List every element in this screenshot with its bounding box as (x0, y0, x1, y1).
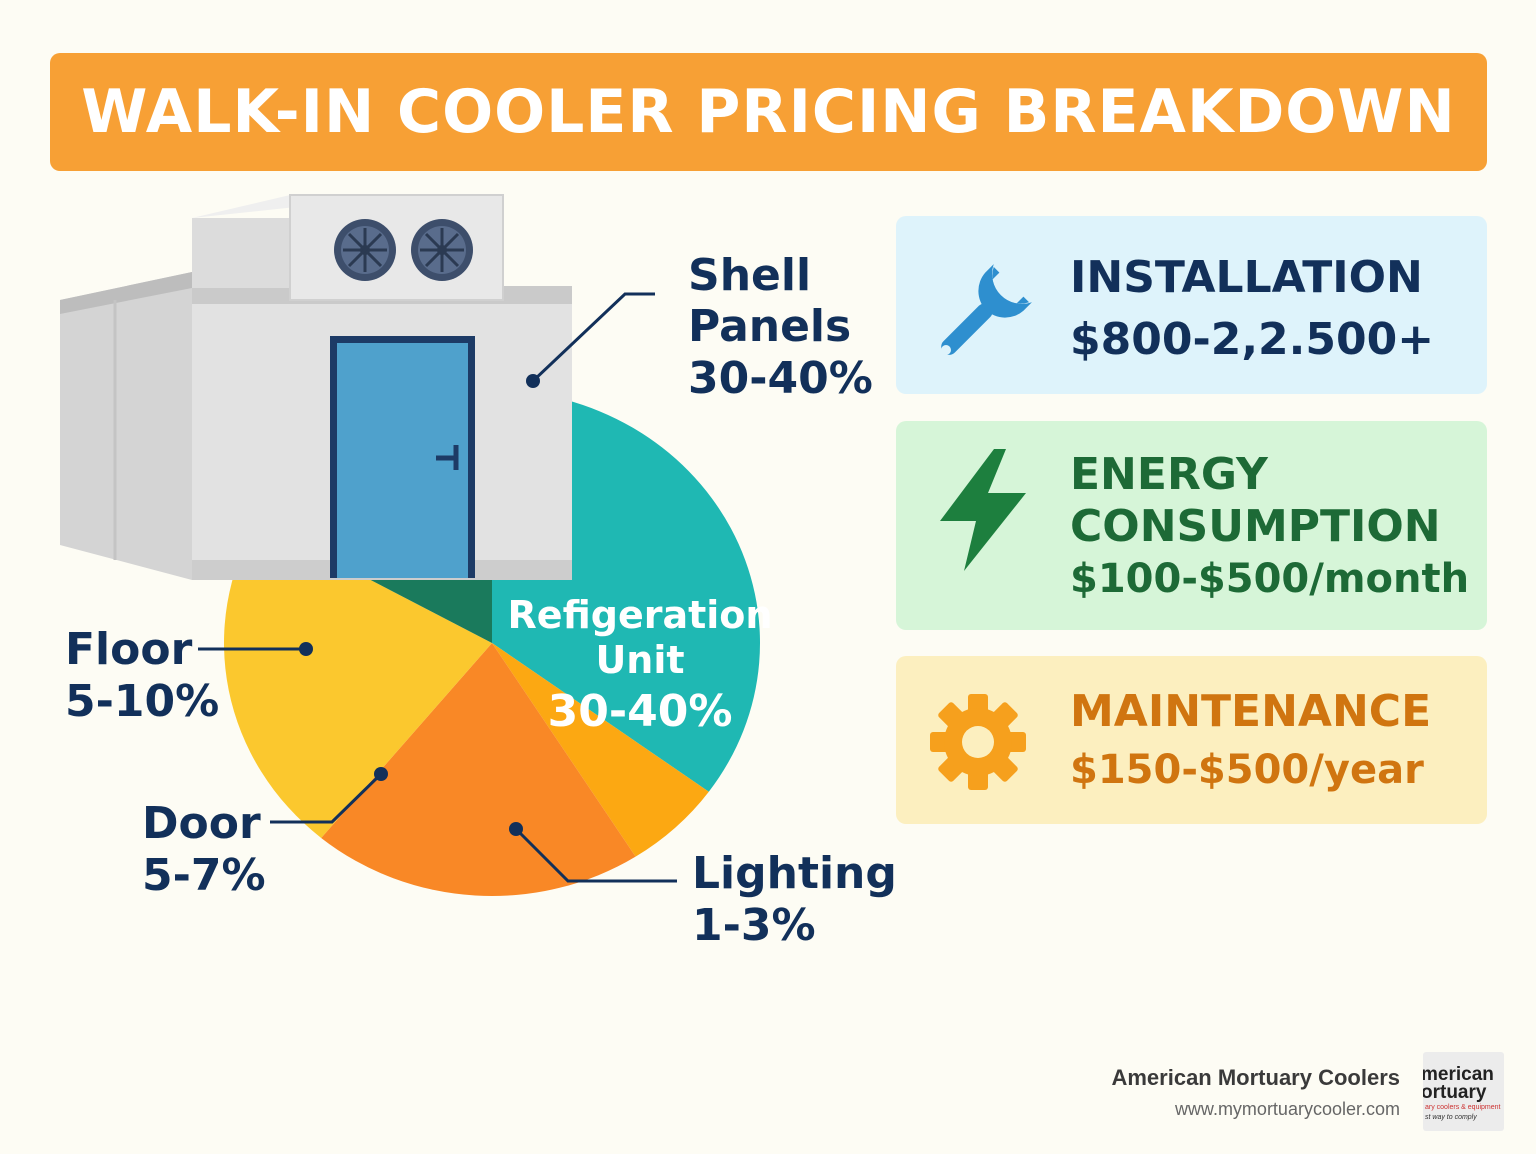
floor-leader-dot (299, 642, 313, 656)
lighting-label-name: Lighting (692, 848, 897, 899)
floor-label-name: Floor (65, 624, 193, 675)
cooler-top-block (192, 218, 296, 288)
installation-value: $800-2,2.500+ (1070, 314, 1435, 365)
door-leader-dot (374, 767, 388, 781)
refrigeration-label-line2: Unit (595, 638, 684, 682)
pie-chart: Shell Panels 30-40% Refigeration Unit 30… (60, 194, 897, 951)
brand-footer: American Mortuary Coolers www.mymortuary… (1111, 1062, 1400, 1124)
pie-slice-lighting (492, 643, 709, 857)
title-banner: WALK-IN COOLER PRICING BREAKDOWN (50, 53, 1487, 171)
lightning-bolt-icon (940, 449, 1026, 571)
shell-label-line1: Shell (688, 250, 811, 301)
brand-url: www.mymortuarycooler.com (1174, 1099, 1400, 1119)
cooler-side-roof-edge (60, 272, 192, 314)
maintenance-value: $150-$500/year (1070, 747, 1424, 793)
logo-tagline2: st way to comply (1425, 1114, 1477, 1121)
door-label-name: Door (142, 798, 261, 849)
brand-name: American Mortuary Coolers (1111, 1065, 1400, 1090)
shell-label-line2: Panels (688, 301, 851, 352)
fan-icon (411, 219, 473, 281)
brand-logo: merican ortuary ary coolers & equipment … (1423, 1052, 1504, 1131)
maintenance-card: MAINTENANCE $150-$500/year (896, 656, 1487, 824)
installation-card: INSTALLATION $800-2,2.500+ (896, 216, 1487, 394)
lighting-label-pct: 1-3% (692, 900, 816, 951)
energy-card: ENERGY CONSUMPTION $100-$500/month (896, 421, 1487, 630)
cooler-side-wall (60, 272, 192, 580)
lighting-leader-line (514, 827, 677, 883)
door-label-pct: 5-7% (142, 850, 266, 901)
maintenance-heading: MAINTENANCE (1070, 686, 1432, 737)
wrench-icon (941, 264, 1032, 355)
shell-label-pct: 30-40% (688, 353, 873, 404)
refrigeration-label-pct: 30-40% (548, 686, 733, 737)
shell-leader-dot (526, 374, 540, 388)
door-leader-line (270, 772, 383, 824)
gear-icon (930, 694, 1026, 790)
floor-label-pct: 5-10% (65, 676, 219, 727)
logo-text-line1: merican (1423, 1064, 1494, 1085)
fan-icon (334, 219, 396, 281)
energy-heading-line1: ENERGY (1070, 449, 1268, 500)
shell-leader-line (531, 292, 655, 383)
pie-slice-floor (223, 521, 492, 838)
energy-heading-line2: CONSUMPTION (1070, 501, 1441, 552)
installation-heading: INSTALLATION (1070, 252, 1423, 303)
page-title: WALK-IN COOLER PRICING BREAKDOWN (81, 77, 1456, 147)
logo-tagline1: ary coolers & equipment (1425, 1104, 1501, 1111)
lighting-leader-dot (509, 822, 523, 836)
energy-value: $100-$500/month (1070, 556, 1470, 602)
logo-text-line2: ortuary (1423, 1082, 1487, 1103)
pie-slice-door (321, 643, 636, 896)
cooler-illustration (60, 194, 572, 580)
refrigeration-label-line1: Refigeration (508, 593, 773, 637)
